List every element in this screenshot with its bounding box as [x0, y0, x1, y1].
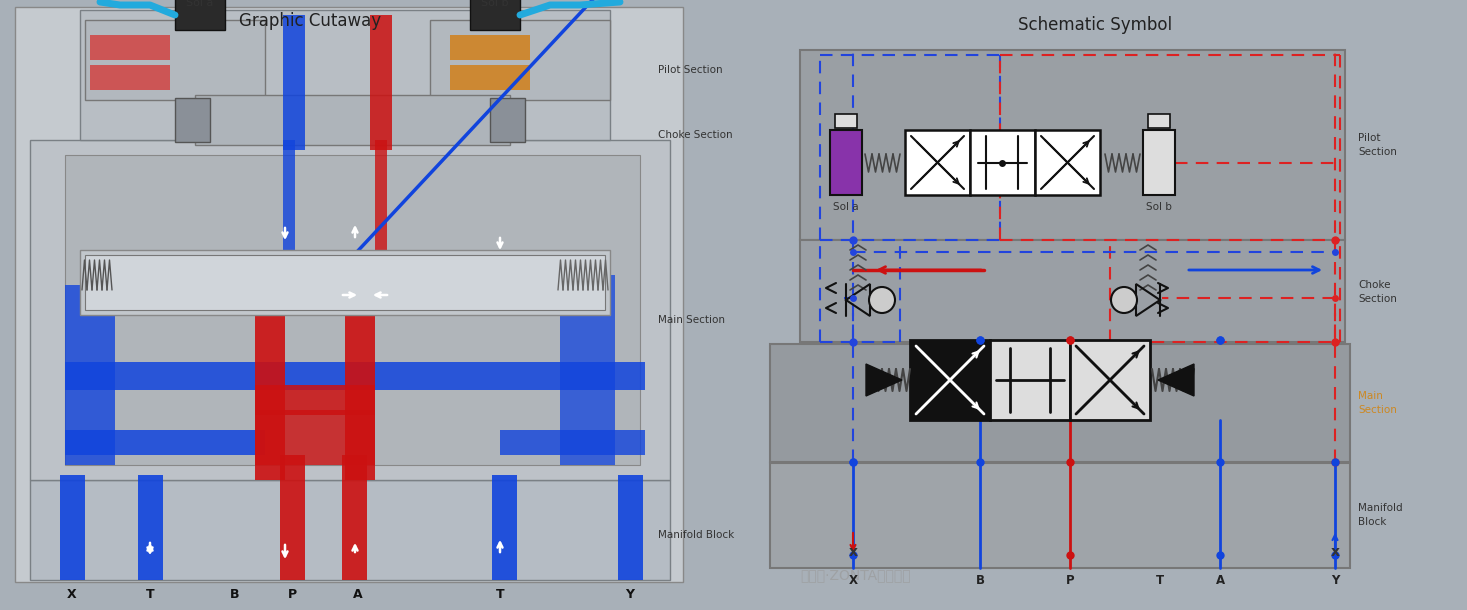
Bar	[255, 410, 376, 465]
Bar	[430, 20, 610, 100]
Bar	[89, 65, 170, 90]
Text: Main
Section: Main Section	[1358, 392, 1397, 415]
Bar	[970, 130, 1036, 195]
Bar	[255, 280, 285, 480]
Text: Manifold
Block: Manifold Block	[1358, 503, 1402, 526]
Bar	[65, 285, 114, 465]
Bar	[81, 10, 610, 140]
Text: B: B	[976, 573, 984, 586]
Text: Choke
Section: Choke Section	[1358, 281, 1397, 304]
Bar	[85, 255, 604, 310]
Text: Manifold Block: Manifold Block	[659, 530, 735, 540]
Bar	[29, 140, 670, 480]
Text: x: x	[1331, 545, 1339, 559]
Text: T: T	[496, 587, 505, 600]
Bar	[342, 455, 367, 580]
Bar	[280, 455, 305, 580]
Bar	[1036, 130, 1100, 195]
Bar	[60, 475, 85, 580]
Bar	[283, 15, 305, 150]
Bar	[800, 50, 1345, 240]
Bar	[1143, 130, 1175, 195]
Bar	[65, 362, 645, 390]
Text: Pilot
Section: Pilot Section	[1358, 134, 1397, 157]
Text: Pilot Section: Pilot Section	[659, 65, 723, 75]
Bar	[85, 20, 266, 100]
Text: Choke Section: Choke Section	[659, 130, 732, 140]
Polygon shape	[866, 364, 902, 396]
Bar	[450, 35, 530, 60]
Bar	[1069, 340, 1150, 420]
Bar	[910, 340, 990, 420]
Bar	[376, 140, 387, 260]
Bar	[29, 480, 670, 580]
Polygon shape	[1157, 364, 1194, 396]
Text: A: A	[1216, 573, 1225, 586]
Bar	[770, 463, 1350, 568]
Text: P: P	[1065, 573, 1074, 586]
Bar	[770, 344, 1350, 462]
Text: x: x	[848, 545, 858, 559]
Bar	[175, 98, 210, 142]
Bar	[65, 430, 266, 455]
Bar	[65, 155, 640, 465]
Bar	[905, 130, 970, 195]
Bar	[990, 340, 1069, 420]
Bar	[1149, 114, 1171, 128]
Text: Sol a: Sol a	[186, 0, 214, 8]
Bar	[345, 300, 376, 480]
Text: T: T	[145, 587, 154, 600]
Text: P: P	[288, 587, 296, 600]
Text: Sol b: Sol b	[1146, 202, 1172, 212]
Bar	[138, 475, 163, 580]
Bar	[500, 430, 645, 455]
Bar	[255, 385, 376, 415]
Bar	[283, 140, 295, 260]
Text: 公众号·ZONTA中泰机电: 公众号·ZONTA中泰机电	[800, 568, 911, 582]
Text: X: X	[67, 587, 76, 600]
Bar	[370, 15, 392, 150]
Bar	[81, 250, 610, 315]
Text: Sol b: Sol b	[481, 0, 509, 8]
Bar	[15, 7, 684, 582]
Bar	[490, 98, 525, 142]
Bar	[560, 275, 615, 465]
Text: T: T	[1156, 573, 1163, 586]
Circle shape	[868, 287, 895, 313]
Bar	[491, 475, 516, 580]
Bar	[800, 240, 1345, 342]
Text: Graphic Cutaway: Graphic Cutaway	[239, 12, 381, 30]
Bar	[89, 35, 170, 60]
Circle shape	[1111, 287, 1137, 313]
Text: A: A	[354, 587, 362, 600]
Text: Main Section: Main Section	[659, 315, 725, 325]
Text: Schematic Symbol: Schematic Symbol	[1018, 16, 1172, 34]
Text: X: X	[848, 573, 858, 586]
Text: B: B	[230, 587, 239, 600]
Text: Y: Y	[1331, 573, 1339, 586]
Bar	[195, 95, 511, 145]
Bar	[835, 114, 857, 128]
Text: Y: Y	[625, 587, 635, 600]
Bar	[618, 475, 643, 580]
Bar	[450, 65, 530, 90]
Bar	[469, 0, 519, 30]
Bar	[175, 0, 224, 30]
Text: Sol a: Sol a	[833, 202, 858, 212]
Bar	[830, 130, 863, 195]
